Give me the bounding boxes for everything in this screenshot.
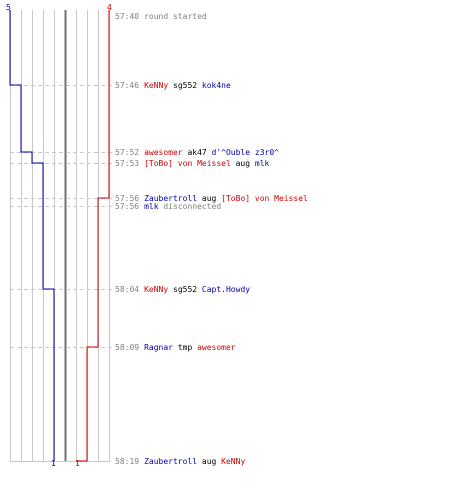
red-team-alive-line: [76, 10, 110, 462]
event-text-part: KeNNy: [144, 81, 169, 90]
event-row: 57:40 round started: [115, 12, 207, 21]
event-text-part: d'^Ouble z3r0^: [211, 148, 279, 157]
event-time: 57:40: [115, 12, 140, 21]
event-text-part: kok4ne: [201, 81, 231, 90]
event-text-part: sg552: [168, 285, 202, 294]
event-text-part: tmp: [173, 343, 198, 352]
blue-team-alive-line: [9, 10, 55, 461]
red-team-start-count: 4: [107, 3, 112, 12]
event-time: 57:56: [115, 202, 140, 211]
event-time: 58:04: [115, 285, 140, 294]
event-text-part: round started: [144, 12, 207, 21]
event-text-part: [ToBo] von Meissel: [144, 159, 231, 168]
event-row: 57:56 mlk disconnected: [115, 202, 221, 211]
event-text-part: Ragnar: [144, 343, 173, 352]
event-row: 58:09 Ragnar tmp awesomer: [115, 343, 236, 352]
event-text-part: Capt.Howdy: [201, 285, 251, 294]
event-text-part: Zaubertroll: [144, 194, 198, 203]
event-text-part: aug: [230, 159, 255, 168]
event-text-part: mlk: [144, 202, 159, 211]
event-text-part: mlk: [254, 159, 270, 168]
event-time: 58:09: [115, 343, 140, 352]
event-text-part: KeNNy: [221, 457, 246, 466]
event-text-part: [ToBo] von Meissel: [221, 194, 308, 203]
red-team-end-count: 1: [75, 459, 80, 468]
event-text-part: disconnected: [158, 202, 222, 211]
event-text-part: awesomer: [197, 343, 236, 352]
event-row: 58:04 KeNNy sg552 Capt.Howdy: [115, 285, 250, 294]
blue-team-end-count: 1: [51, 459, 56, 468]
event-row: 57:53 [ToBo] von Meissel aug mlk: [115, 159, 269, 168]
event-time: 57:56: [115, 194, 140, 203]
event-row: 57:52 awesomer ak47 d'^Ouble z3r0^: [115, 148, 279, 157]
event-text-part: awesomer: [144, 148, 183, 157]
event-row: 58:19 Zaubertroll aug KeNNy: [115, 457, 245, 466]
event-text-part: sg552: [168, 81, 202, 90]
event-time: 58:19: [115, 457, 140, 466]
blue-team-start-count: 5: [6, 3, 11, 12]
event-text-part: KeNNy: [144, 285, 169, 294]
event-text-part: aug: [197, 194, 222, 203]
event-row: 57:46 KeNNy sg552 kok4ne: [115, 81, 231, 90]
event-text-part: aug: [197, 457, 222, 466]
event-text-part: ak47: [182, 148, 212, 157]
event-time: 57:53: [115, 159, 140, 168]
event-time: 57:46: [115, 81, 140, 90]
event-row: 57:56 Zaubertroll aug [ToBo] von Meissel: [115, 194, 308, 203]
event-time: 57:52: [115, 148, 140, 157]
event-text-part: Zaubertroll: [144, 457, 198, 466]
